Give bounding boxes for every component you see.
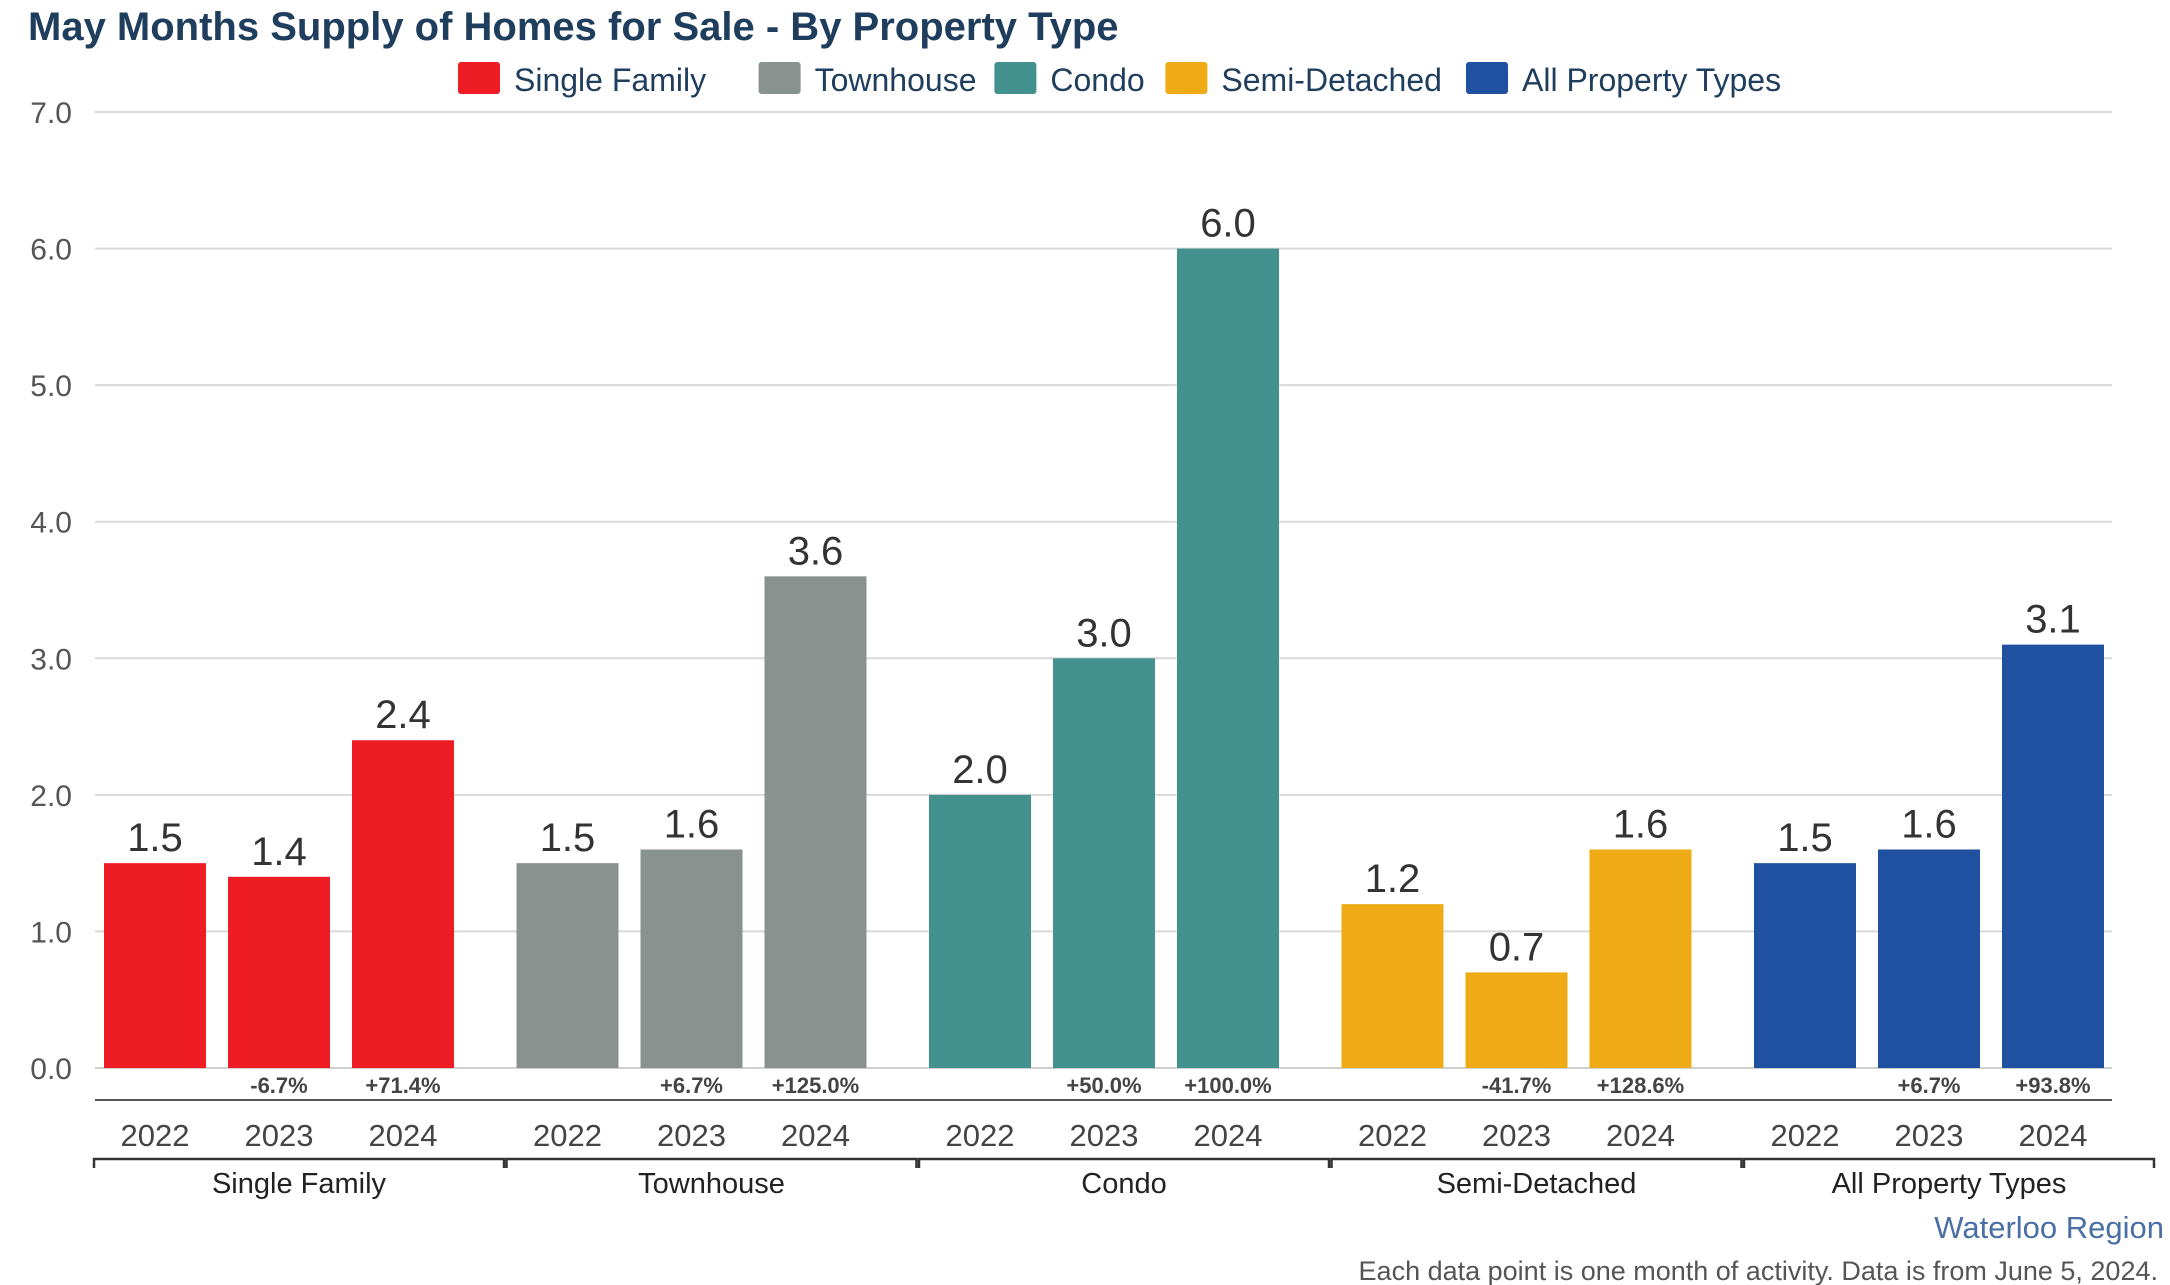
bar-value-label: 1.6 [664, 802, 720, 846]
group-bracket [1742, 1157, 2156, 1168]
bars: 1.5 1.4 -6.7% 2.4 +71.4% 1.5 1.6 +6.7% 3.6 +125.0… [104, 202, 2104, 1098]
chart-title: May Months Supply of Homes for Sale - By… [28, 5, 1119, 49]
x-axis: 2022 2023 2024 Single Family 2022 2023 2024 Tow… [92, 1099, 2156, 1200]
bar [1341, 904, 1444, 1068]
y-tick-label: 3.0 [30, 643, 72, 676]
bar-value-label: 1.5 [1777, 816, 1833, 860]
percent-change-label: +71.4% [365, 1073, 440, 1098]
y-axis: 0.0 1.0 2.0 3.0 4.0 5.0 6.0 7.0 [30, 97, 72, 1086]
x-tick-label: 2022 [533, 1118, 602, 1153]
bar-value-label: 2.4 [375, 693, 431, 737]
bar-value-label: 1.6 [1901, 802, 1957, 846]
y-tick-label: 7.0 [30, 97, 72, 130]
y-tick-label: 6.0 [30, 234, 72, 267]
bar-value-label: 1.4 [251, 830, 307, 874]
group-label: Semi-Detached [1437, 1168, 1637, 1200]
percent-change-label: -6.7% [250, 1073, 307, 1098]
x-tick-label: 2022 [946, 1118, 1015, 1153]
bar [1878, 849, 1980, 1068]
x-tick-label: 2023 [245, 1118, 314, 1153]
y-tick-label: 4.0 [30, 507, 72, 540]
legend-swatch [758, 62, 801, 94]
bar-value-label: 1.5 [540, 816, 596, 860]
group-label: Condo [1081, 1168, 1166, 1200]
percent-change-label: +128.6% [1597, 1073, 1684, 1098]
bar [1465, 972, 1568, 1068]
region-label: Waterloo Region [1934, 1210, 2164, 1245]
bar [516, 863, 619, 1068]
x-tick-label: 2023 [1070, 1118, 1139, 1153]
bar [764, 576, 867, 1068]
y-tick-label: 1.0 [30, 916, 72, 949]
bar [1754, 863, 1856, 1068]
legend-swatch [994, 62, 1037, 94]
x-tick-label: 2024 [369, 1118, 438, 1153]
percent-change-label: +100.0% [1184, 1073, 1271, 1098]
x-tick-label: 2023 [657, 1118, 726, 1153]
x-tick-label: 2022 [1358, 1118, 1427, 1153]
bar [1589, 849, 1692, 1068]
percent-change-label: +93.8% [2015, 1073, 2090, 1098]
footnote: Each data point is one month of activity… [1359, 1256, 2158, 1285]
bar-value-label: 3.0 [1076, 611, 1132, 655]
y-tick-label: 2.0 [30, 780, 72, 813]
legend-label: Single Family [514, 62, 706, 98]
bar-value-label: 3.1 [2025, 598, 2081, 642]
percent-change-label: +125.0% [772, 1073, 859, 1098]
y-tick-label: 5.0 [30, 370, 72, 403]
bar [2002, 644, 2104, 1068]
x-tick-label: 2022 [1771, 1118, 1840, 1153]
bar [929, 794, 1031, 1068]
group-bracket [92, 1157, 506, 1168]
group-label: Townhouse [638, 1168, 785, 1200]
x-tick-label: 2024 [1606, 1118, 1675, 1153]
percent-change-label: -41.7% [1482, 1073, 1552, 1098]
bar [352, 740, 454, 1068]
legend-swatch [1165, 62, 1208, 94]
bar-value-label: 0.7 [1489, 925, 1545, 969]
group-bracket [917, 1157, 1331, 1168]
x-tick-label: 2024 [781, 1118, 850, 1153]
bar [1177, 248, 1279, 1069]
x-tick-label: 2024 [1194, 1118, 1263, 1153]
bar-value-label: 1.5 [127, 816, 183, 860]
legend-label: Townhouse [815, 62, 977, 98]
group-bracket [505, 1157, 918, 1168]
bar [104, 863, 206, 1068]
legend-swatch [458, 62, 500, 94]
y-tick-label: 0.0 [30, 1053, 72, 1086]
x-tick-label: 2022 [121, 1118, 190, 1153]
percent-change-label: +6.7% [660, 1073, 723, 1098]
x-tick-label: 2024 [2019, 1118, 2088, 1153]
bar-value-label: 2.0 [952, 748, 1008, 792]
group-label: Single Family [212, 1168, 387, 1200]
bar [228, 876, 330, 1068]
bar-value-label: 1.6 [1613, 802, 1669, 846]
bar-value-label: 3.6 [788, 529, 844, 573]
legend-label: Semi-Detached [1221, 62, 1442, 98]
bar [640, 849, 743, 1068]
legend-label: Condo [1050, 62, 1144, 98]
x-tick-label: 2023 [1482, 1118, 1551, 1153]
legend-label: All Property Types [1522, 62, 1781, 98]
bar-value-label: 6.0 [1200, 202, 1256, 246]
group-label: All Property Types [1832, 1168, 2067, 1200]
group-bracket [1330, 1157, 1743, 1168]
legend: Single Family Townhouse Condo Semi-Detached… [458, 62, 1781, 98]
bar [1053, 658, 1155, 1068]
legend-swatch [1466, 62, 1508, 94]
percent-change-label: +50.0% [1066, 1073, 1141, 1098]
bar-value-label: 1.2 [1365, 857, 1421, 901]
percent-change-label: +6.7% [1898, 1073, 1961, 1098]
x-tick-label: 2023 [1895, 1118, 1964, 1153]
